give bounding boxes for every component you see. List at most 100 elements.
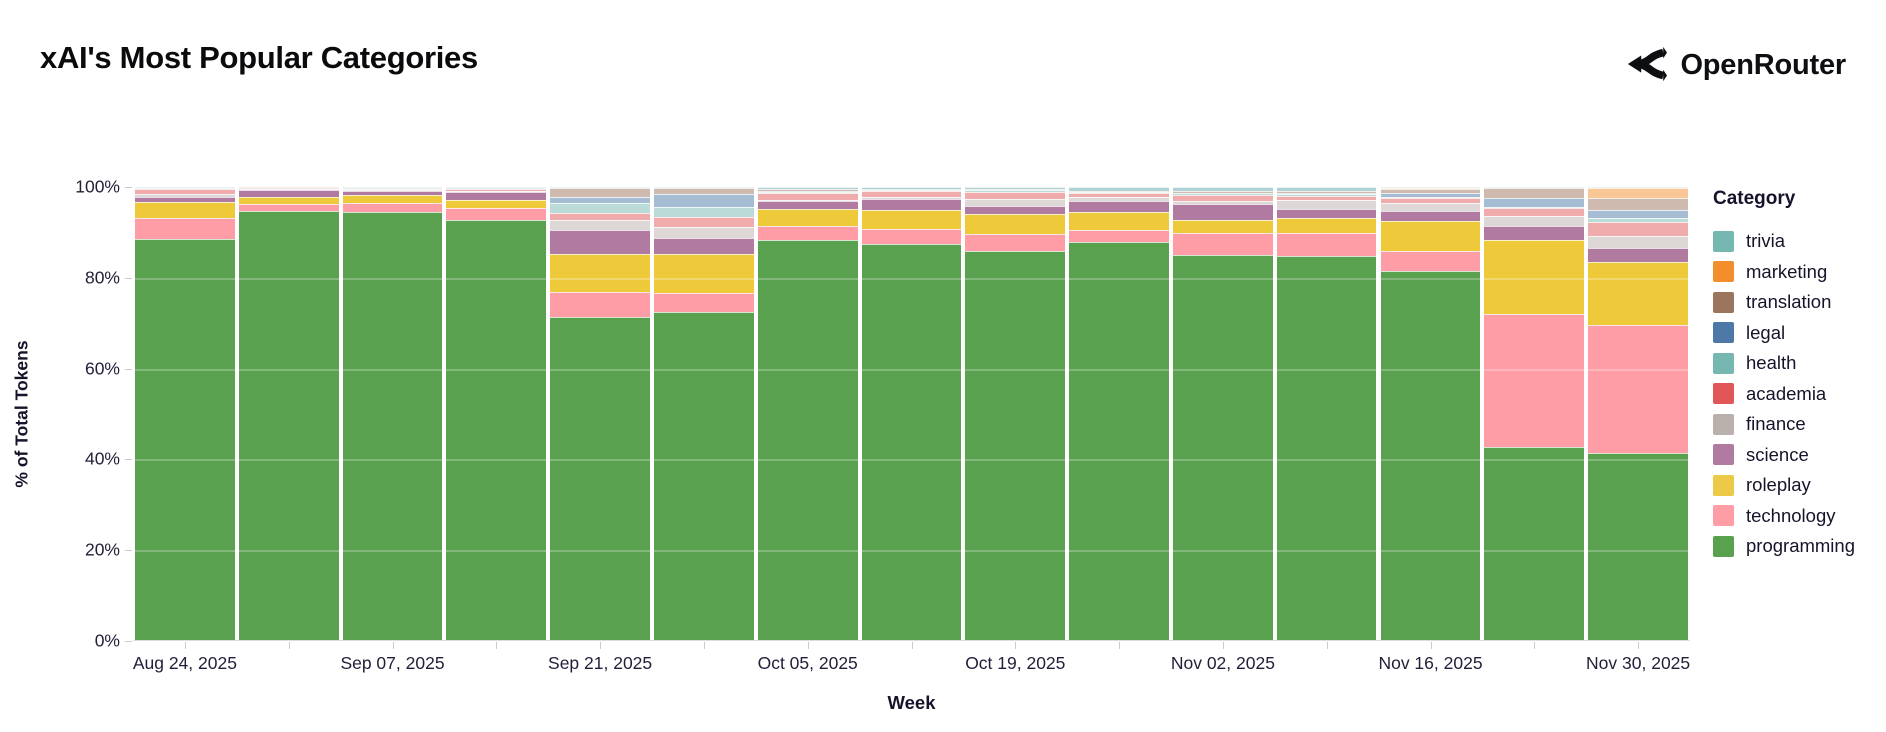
bar-segment-legal[interactable]	[1588, 210, 1688, 219]
bar-segment-finance[interactable]	[1588, 236, 1688, 249]
bar-segment-academia[interactable]	[757, 192, 858, 200]
bar-segment-translation[interactable]	[1380, 188, 1481, 193]
bar-segment-science[interactable]	[757, 201, 858, 210]
bar-segment-roleplay[interactable]	[1276, 217, 1377, 233]
bar-segment-health[interactable]	[1380, 197, 1481, 198]
bar-segment-technology[interactable]	[757, 225, 858, 240]
bar-segment-technology[interactable]	[861, 228, 962, 244]
bar-segment-programming[interactable]	[1380, 270, 1481, 640]
bar-segment-trivia[interactable]	[654, 187, 754, 189]
bar-segment-programming[interactable]	[342, 211, 443, 640]
bar-segment-academia[interactable]	[1069, 192, 1169, 198]
bar-segment-translation[interactable]	[1484, 188, 1585, 199]
bar-segment-academia[interactable]	[1588, 221, 1688, 237]
bar-segment-finance[interactable]	[1173, 200, 1273, 204]
bar-segment-finance[interactable]	[1484, 216, 1585, 226]
bar-segment-finance[interactable]	[965, 199, 1066, 207]
bar-segment-trivia[interactable]	[1069, 187, 1169, 191]
bar-segment-technology[interactable]	[550, 292, 650, 317]
bar-segment-finance[interactable]	[446, 191, 547, 193]
bar-segment-science[interactable]	[446, 192, 547, 200]
legend-item-finance[interactable]: finance	[1713, 409, 1855, 440]
bar-segment-health[interactable]	[1588, 218, 1688, 222]
bar-segment-academia[interactable]	[861, 191, 962, 198]
bar-segment-technology[interactable]	[342, 202, 443, 212]
bar-segment-health[interactable]	[1484, 206, 1585, 208]
bar-segment-health[interactable]	[757, 191, 858, 193]
bar-segment-roleplay[interactable]	[135, 201, 235, 218]
bar-segment-health[interactable]	[1173, 193, 1273, 195]
bar-segment-legal[interactable]	[1380, 192, 1481, 198]
bar-segment-roleplay[interactable]	[654, 254, 754, 294]
bar-segment-science[interactable]	[238, 189, 339, 197]
bar-segment-trivia[interactable]	[861, 187, 962, 189]
bar-segment-roleplay[interactable]	[1484, 240, 1585, 314]
bar-segment-health[interactable]	[965, 190, 1066, 192]
bar-segment-science[interactable]	[135, 196, 235, 202]
bar-segment-technology[interactable]	[654, 293, 754, 313]
bar-segment-technology[interactable]	[1484, 313, 1585, 447]
bar-segment-trivia[interactable]	[1276, 187, 1377, 191]
bar-segment-technology[interactable]	[446, 208, 547, 221]
bar-segment-programming[interactable]	[550, 316, 650, 640]
bar-segment-translation[interactable]	[965, 188, 1066, 190]
bar-segment-trivia[interactable]	[757, 187, 858, 190]
bar-segment-trivia[interactable]	[446, 187, 547, 188]
bar-segment-programming[interactable]	[1484, 446, 1585, 640]
bar-segment-trivia[interactable]	[965, 187, 1066, 189]
bar-segment-science[interactable]	[1276, 209, 1377, 218]
bar-segment-trivia[interactable]	[1380, 187, 1481, 189]
bar-segment-roleplay[interactable]	[1069, 211, 1169, 230]
bar-segment-roleplay[interactable]	[1588, 261, 1688, 326]
bar-segment-translation[interactable]	[1173, 190, 1273, 193]
legend-item-science[interactable]: science	[1713, 440, 1855, 471]
bar-segment-translation[interactable]	[654, 188, 754, 195]
bar-segment-finance[interactable]	[861, 197, 962, 200]
bar-segment-academia[interactable]	[238, 187, 339, 189]
bar-segment-academia[interactable]	[1173, 194, 1273, 201]
bar-segment-programming[interactable]	[965, 250, 1066, 640]
bar-segment-finance[interactable]	[135, 193, 235, 197]
legend-item-health[interactable]: health	[1713, 348, 1855, 379]
bar-segment-science[interactable]	[1173, 203, 1273, 220]
bar-segment-marketing[interactable]	[1588, 188, 1688, 199]
bar-segment-programming[interactable]	[446, 220, 547, 640]
bar-segment-science[interactable]	[1484, 226, 1585, 241]
openrouter-logo[interactable]: OpenRouter	[1625, 44, 1846, 86]
bar-segment-translation[interactable]	[1069, 190, 1169, 192]
bar-segment-finance[interactable]	[1069, 197, 1169, 202]
legend-item-roleplay[interactable]: roleplay	[1713, 470, 1855, 501]
legend-item-trivia[interactable]: trivia	[1713, 226, 1855, 257]
bar-segment-translation[interactable]	[757, 189, 858, 191]
legend-item-programming[interactable]: programming	[1713, 531, 1855, 562]
bar-segment-programming[interactable]	[238, 211, 339, 640]
bar-segment-finance[interactable]	[238, 188, 339, 190]
bar-segment-technology[interactable]	[1588, 325, 1688, 453]
legend-item-academia[interactable]: academia	[1713, 379, 1855, 410]
bar-segment-science[interactable]	[1380, 210, 1481, 222]
bar-segment-translation[interactable]	[861, 188, 962, 190]
bar-segment-programming[interactable]	[1069, 241, 1169, 640]
legend-item-translation[interactable]: translation	[1713, 287, 1855, 318]
bar-segment-academia[interactable]	[1484, 207, 1585, 217]
bar-segment-roleplay[interactable]	[446, 199, 547, 209]
bar-segment-academia[interactable]	[965, 191, 1066, 200]
bar-segment-legal[interactable]	[757, 190, 858, 192]
bar-segment-technology[interactable]	[1069, 229, 1169, 242]
bar-segment-academia[interactable]	[654, 217, 754, 228]
bar-segment-academia[interactable]	[1276, 195, 1377, 201]
bar-segment-academia[interactable]	[550, 212, 650, 221]
bar-segment-science[interactable]	[654, 238, 754, 255]
bar-segment-health[interactable]	[654, 207, 754, 218]
bar-segment-technology[interactable]	[238, 203, 339, 212]
bar-segment-roleplay[interactable]	[1173, 219, 1273, 234]
bar-segment-technology[interactable]	[135, 217, 235, 239]
bar-segment-science[interactable]	[1588, 248, 1688, 262]
bar-segment-roleplay[interactable]	[1380, 221, 1481, 251]
bar-segment-technology[interactable]	[1276, 232, 1377, 257]
bar-segment-roleplay[interactable]	[342, 195, 443, 203]
bar-segment-trivia[interactable]	[550, 187, 650, 189]
bar-segment-roleplay[interactable]	[861, 210, 962, 229]
bar-segment-programming[interactable]	[654, 312, 754, 640]
bar-segment-trivia[interactable]	[1484, 187, 1585, 189]
